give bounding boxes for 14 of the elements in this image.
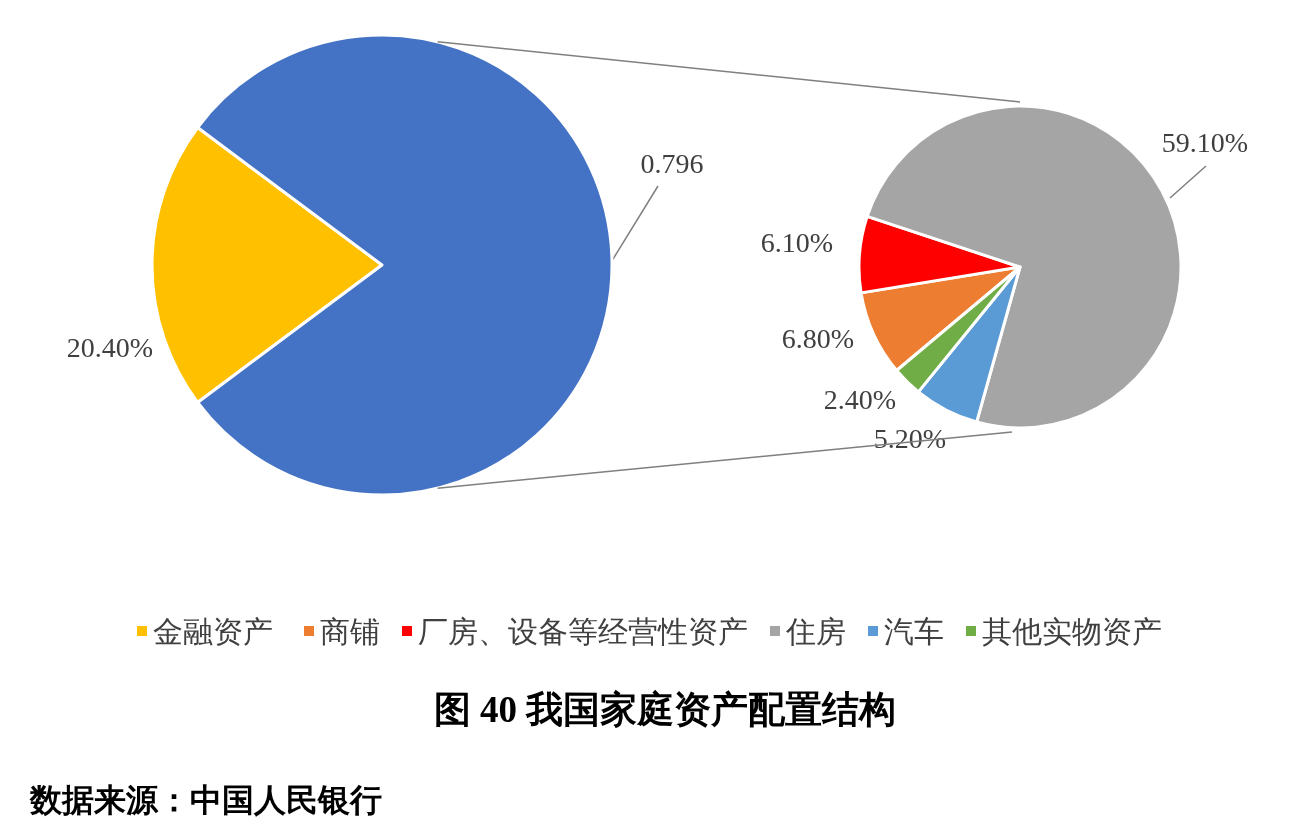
legend-label: 汽车: [884, 613, 944, 649]
data-label: 6.10%: [760, 226, 834, 258]
data-label: 20.40%: [66, 331, 154, 363]
data-label: 0.796: [640, 147, 704, 179]
text: 图 40 我国家庭资产配置结构: [433, 689, 897, 730]
data-label: 2.40%: [823, 383, 897, 415]
legend-label: 厂房、设备等经营性资产: [418, 613, 748, 649]
legend-label: 住房: [785, 613, 846, 649]
source-note: 数据来源：中国人民银行: [29, 782, 382, 818]
legend-label: 金融资产: [153, 613, 273, 649]
legend-label: 商铺: [320, 613, 380, 649]
data-label: 6.80%: [781, 322, 855, 354]
data-label: 59.10%: [1161, 126, 1249, 158]
legend-label: 其他实物资产: [982, 613, 1162, 649]
